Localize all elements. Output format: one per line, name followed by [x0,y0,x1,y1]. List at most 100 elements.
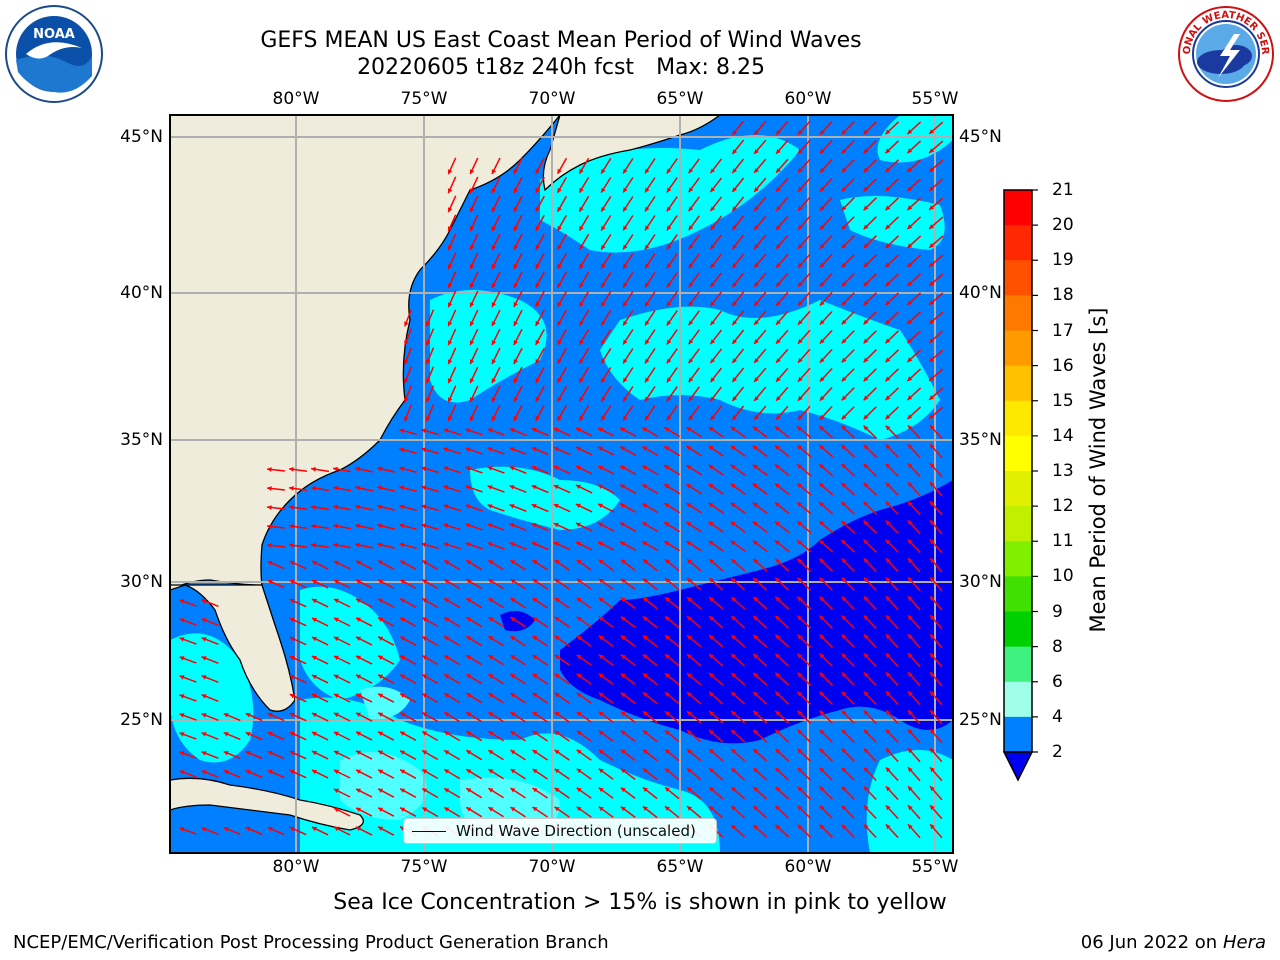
wind-wave-arrowhead [754,168,759,173]
lat-label-left: 25°N [120,710,163,730]
wind-wave-arrowhead [930,786,935,792]
wind-wave-arrowhead [598,597,604,603]
wind-wave-arrowhead [378,598,384,603]
wind-wave-arrowhead [710,282,716,288]
wind-wave-arrowhead [754,225,759,230]
wind-wave-arrowhead [665,749,670,754]
wind-wave-arrowhead [642,692,648,697]
wind-wave-arrowhead [732,358,737,363]
wind-wave-arrowhead [554,673,560,679]
wind-wave-arrowhead [819,186,825,192]
wind-wave-arrowhead [753,634,759,640]
wind-wave-arrowhead [447,207,453,213]
wind-wave-arrowhead [311,560,317,566]
wind-wave-arrowhead [557,225,562,231]
wind-wave-arrowhead [598,559,604,565]
wind-wave-arrowhead [709,578,715,583]
wind-wave-arrowhead [601,339,606,345]
wind-wave-arrowhead [709,692,715,697]
wind-wave-arrowhead [289,617,295,623]
wind-wave-arrowhead [201,732,207,737]
wind-wave-arrowhead [535,415,540,421]
wind-wave-arrowhead [289,693,295,699]
wind-wave-arrowhead [863,425,869,431]
wind-wave-arrowhead [404,340,409,346]
wind-wave-arrowhead [908,558,913,564]
wind-wave-arrowhead [841,414,847,420]
wind-wave-arrowhead [754,130,759,135]
wind-wave-arrowhead [732,282,737,287]
wind-wave-arrowhead [531,504,537,509]
wind-wave-arrowhead [620,559,626,565]
wind-wave-arrowhead [535,168,540,174]
wind-wave-arrowhead [491,226,497,232]
wind-wave-arrowhead [623,377,628,383]
wind-wave-arrowhead [776,186,781,192]
wind-wave-arrowhead [797,767,803,773]
wind-wave-arrowhead [841,767,847,773]
wind-wave-arrowhead [404,359,409,365]
wind-wave-arrowhead [863,767,869,773]
wind-wave-arrowhead [491,302,497,308]
wind-wave-arrowhead [731,635,737,640]
wind-wave-arrowhead [731,711,737,716]
wind-wave-arrowhead [819,824,825,830]
wind-wave-arrowhead [797,615,803,621]
wind-wave-arrowhead [642,711,648,716]
wind-wave-arrowhead [863,167,869,173]
wind-wave-arrowhead [598,635,604,641]
wind-wave-arrowhead [885,376,891,382]
wind-wave-arrowhead [623,187,628,193]
footer-credit: NCEP/EMC/Verification Post Processing Pr… [13,932,609,953]
wind-wave-arrowhead [754,339,759,344]
wind-wave-arrowhead [665,768,670,773]
wind-wave-arrowhead [688,225,694,231]
wind-wave-arrowhead [731,806,737,811]
wind-wave-arrowhead [841,129,847,135]
lon-label-top: 55°W [911,89,959,109]
wind-wave-arrowhead [532,560,538,565]
wind-wave-arrowhead [557,187,562,193]
wind-wave-arrowhead [885,224,891,230]
wind-wave-arrowhead [863,729,869,735]
wind-wave-arrowhead [532,598,538,603]
wind-wave-arrowhead [447,226,453,232]
wind-wave-arrowhead [688,377,694,383]
wind-wave-arrowhead [775,464,780,469]
wind-wave-arrowhead [797,464,802,469]
wind-wave-arrowhead [819,319,825,325]
wind-wave-arrowhead [469,397,475,403]
wind-wave-arrowhead [775,767,781,773]
wind-wave-arrowhead [469,340,475,346]
wind-wave-arrowhead [819,577,825,583]
wind-wave-arrowhead [377,523,383,529]
wind-wave-arrowhead [601,396,606,402]
lon-label-bottom: 70°W [528,857,576,877]
wind-wave-arrowhead [863,672,869,678]
wind-wave-arrowhead [267,826,273,832]
wind-wave-arrowhead [426,321,431,327]
wind-wave-arrowhead [666,377,672,383]
wind-wave-arrowhead [687,787,692,792]
wind-wave-arrowhead [267,543,272,548]
wind-wave-arrowhead [930,615,935,621]
wind-wave-arrowhead [601,225,606,231]
wind-wave-arrowhead [819,357,825,363]
wind-wave-arrowhead [642,768,648,773]
wind-wave-arrowhead [601,244,606,250]
colorbar-segment [1004,400,1032,437]
wind-wave-arrowhead [929,357,935,362]
wind-wave-arrowhead [333,579,339,585]
wind-wave-arrowhead [664,503,670,508]
wind-wave-arrowhead [665,787,670,792]
wind-wave-arrowhead [819,395,825,401]
wind-wave-arrowhead [443,504,449,509]
wind-wave-arrowhead [598,465,603,470]
wind-wave-arrowhead [797,653,803,659]
wind-wave-arrowhead [797,521,802,526]
wind-wave-arrowhead [819,767,825,773]
wind-wave-arrowhead [620,446,626,451]
wind-wave-arrowhead [491,321,497,327]
wind-wave-arrowhead [267,467,272,472]
forecast-run: 20220605 t18z 240h fcst [357,55,635,80]
